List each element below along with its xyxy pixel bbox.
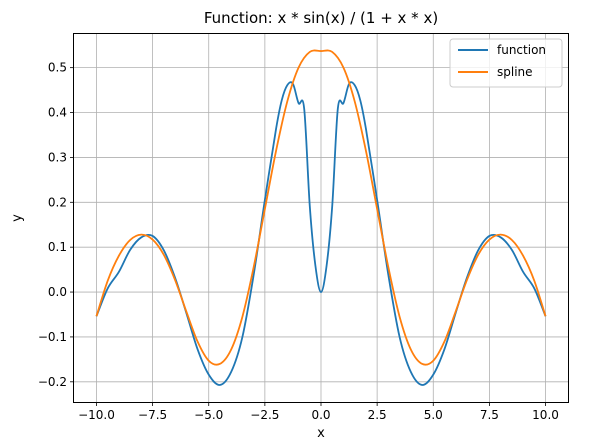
y-tick-label: 0.0 — [48, 285, 67, 299]
grid — [74, 34, 568, 402]
x-tick-label: −5.0 — [194, 408, 223, 422]
y-tick-label: −0.2 — [38, 375, 67, 389]
x-tick-label: −7.5 — [138, 408, 167, 422]
y-tick-label: 0.5 — [48, 61, 67, 75]
chart-title: Function: x * sin(x) / (1 + x * x) — [204, 9, 438, 27]
y-axis: −0.2 −0.1 0.0 0.1 0.2 0.3 0.4 0.5 — [38, 61, 74, 389]
y-tick-label: 0.1 — [48, 240, 67, 254]
x-tick-label: −10.0 — [78, 408, 115, 422]
x-tick-label: −2.5 — [250, 408, 279, 422]
x-axis: −10.0 −7.5 −5.0 −2.5 0.0 2.5 5.0 7.5 10.0 — [78, 402, 559, 422]
y-tick-label: −0.1 — [38, 330, 67, 344]
x-tick-label: 0.0 — [311, 408, 330, 422]
x-axis-label: x — [317, 426, 325, 441]
x-tick-label: 10.0 — [532, 408, 559, 422]
legend-label-spline: spline — [497, 65, 533, 79]
legend: function spline — [449, 38, 563, 88]
y-tick-label: 0.4 — [48, 106, 67, 120]
plot-lines — [95, 49, 547, 386]
x-tick-label: 7.5 — [480, 408, 499, 422]
legend-label-function: function — [497, 43, 546, 57]
x-tick-label: 5.0 — [424, 408, 443, 422]
series-line-spline — [95, 49, 547, 366]
y-tick-label: 0.3 — [48, 150, 67, 164]
y-axis-label: y — [10, 214, 25, 222]
x-tick-label: 2.5 — [368, 408, 387, 422]
y-tick-label: 0.2 — [48, 195, 67, 209]
